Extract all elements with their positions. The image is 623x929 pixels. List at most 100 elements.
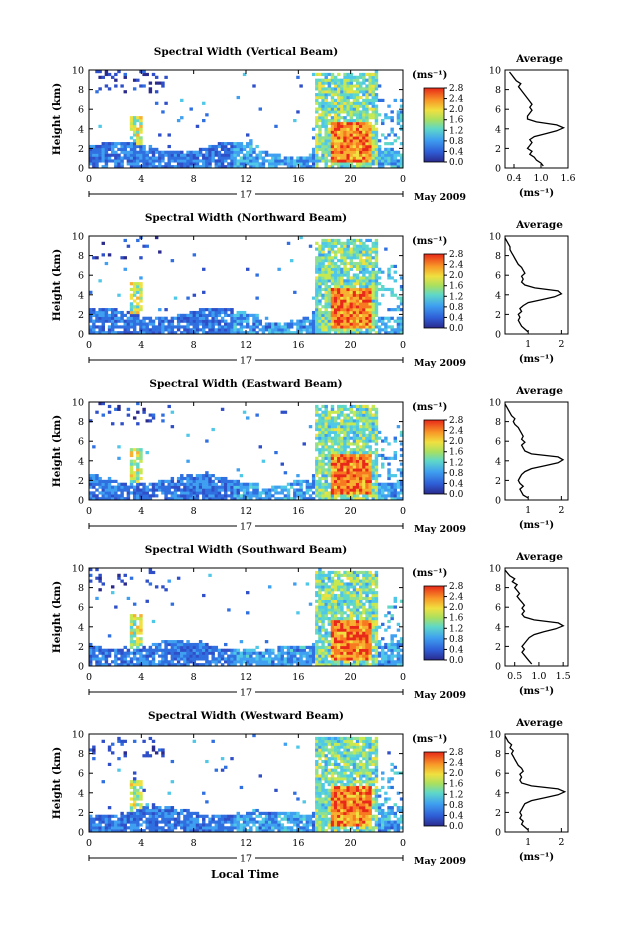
heatmap-cell bbox=[330, 485, 335, 489]
heatmap-cell bbox=[324, 660, 328, 664]
heatmap-cell bbox=[374, 654, 379, 658]
heatmap-cell bbox=[167, 660, 171, 664]
heatmap-cell bbox=[352, 651, 357, 655]
colorbar-tick-label: 0.4 bbox=[449, 479, 464, 489]
heatmap-cell bbox=[340, 497, 344, 501]
heatmap-cell bbox=[384, 331, 388, 335]
x-tick-label: 0 bbox=[400, 174, 406, 185]
heatmap-cell bbox=[167, 640, 171, 644]
heatmap-cell bbox=[368, 316, 372, 320]
heatmap-cell bbox=[355, 591, 360, 595]
heatmap-cell bbox=[224, 660, 228, 664]
heatmap-cell bbox=[129, 153, 134, 157]
heatmap-cell bbox=[330, 270, 335, 274]
heatmap-cell bbox=[365, 617, 369, 621]
heatmap-cell bbox=[220, 494, 225, 498]
heatmap-cell bbox=[355, 299, 360, 303]
heatmap-cell bbox=[315, 87, 319, 91]
heatmap-cell bbox=[333, 439, 338, 443]
heatmap-cell bbox=[120, 488, 124, 492]
heatmap-cell bbox=[374, 244, 379, 248]
heatmap-cell bbox=[349, 448, 354, 452]
heatmap-cell bbox=[158, 153, 162, 157]
heatmap-cell bbox=[129, 651, 134, 655]
heatmap-cell bbox=[136, 127, 140, 131]
heatmap-cell bbox=[154, 494, 159, 498]
heatmap-cell bbox=[340, 87, 344, 91]
heatmap-cell bbox=[299, 657, 303, 661]
heatmap-cell bbox=[396, 494, 401, 498]
profile-x-tick-label: 1 bbox=[525, 505, 531, 516]
heatmap-cell bbox=[346, 591, 350, 595]
heatmap-cell bbox=[89, 328, 93, 332]
heatmap-cell bbox=[371, 465, 376, 469]
heatmap-cell bbox=[214, 165, 219, 169]
heatmap-cell bbox=[330, 322, 335, 326]
heatmap-cell bbox=[349, 430, 354, 434]
heatmap-cell bbox=[208, 645, 212, 649]
heatmap-cell bbox=[374, 293, 379, 297]
heatmap-cell bbox=[123, 256, 127, 260]
heatmap-cell bbox=[362, 491, 366, 495]
heatmap-cell bbox=[340, 244, 344, 248]
heatmap-cell bbox=[167, 497, 171, 501]
heatmap-cell bbox=[368, 582, 372, 586]
heatmap-cell bbox=[346, 153, 350, 157]
heatmap-cell bbox=[183, 476, 187, 481]
heatmap-cell bbox=[242, 162, 247, 166]
heatmap-cell bbox=[89, 159, 93, 163]
heatmap-cell bbox=[327, 608, 332, 612]
heatmap-cell bbox=[387, 276, 391, 280]
panel-title: Spectral Width (Eastward Beam) bbox=[149, 378, 342, 390]
heatmap-cell bbox=[224, 142, 228, 146]
heatmap-cell bbox=[330, 136, 335, 140]
heatmap-cell bbox=[92, 331, 96, 335]
heatmap-cell bbox=[377, 98, 382, 102]
y-tick-label: 4 bbox=[78, 124, 84, 135]
heatmap-cell bbox=[340, 247, 344, 251]
heatmap-cell bbox=[173, 497, 178, 501]
heatmap-cell bbox=[365, 491, 369, 495]
heatmap-cell bbox=[368, 253, 372, 257]
heatmap-cell bbox=[98, 316, 102, 320]
heatmap-cell bbox=[333, 119, 338, 123]
heatmap-cell bbox=[233, 485, 237, 489]
heatmap-cell bbox=[330, 310, 335, 315]
heatmap-cell bbox=[224, 310, 228, 315]
heatmap-cell bbox=[161, 319, 165, 323]
heatmap-cell bbox=[277, 663, 281, 667]
heatmap-cell bbox=[315, 121, 319, 126]
heatmap-cell bbox=[346, 136, 350, 140]
heatmap-cell bbox=[390, 156, 394, 160]
heatmap-cell bbox=[267, 162, 272, 166]
heatmap-cell bbox=[161, 325, 165, 329]
heatmap-cell bbox=[359, 90, 363, 94]
heatmap-cell bbox=[293, 491, 297, 495]
heatmap-cell bbox=[230, 497, 234, 501]
heatmap-cell bbox=[365, 319, 369, 323]
heatmap-cell bbox=[355, 124, 360, 128]
heatmap-cell bbox=[359, 439, 363, 443]
heatmap-cell bbox=[321, 625, 325, 629]
heatmap-cell bbox=[330, 316, 335, 320]
heatmap-cell bbox=[355, 622, 360, 626]
heatmap-cell bbox=[261, 331, 266, 335]
heatmap-cell bbox=[299, 159, 303, 163]
heatmap-cell bbox=[305, 165, 310, 169]
heatmap-cell bbox=[217, 144, 222, 149]
heatmap-cell bbox=[349, 596, 354, 600]
heatmap-cell bbox=[274, 451, 278, 455]
heatmap-cell bbox=[346, 133, 350, 137]
heatmap-cell bbox=[321, 150, 325, 154]
heatmap-cell bbox=[384, 488, 388, 492]
heatmap-cell bbox=[205, 316, 209, 320]
heatmap-cell bbox=[161, 156, 165, 160]
heatmap-cell bbox=[202, 162, 206, 166]
heatmap-cell bbox=[186, 313, 190, 317]
y-tick-label: 6 bbox=[78, 437, 84, 448]
heatmap-cell bbox=[129, 660, 134, 664]
heatmap-cell bbox=[136, 631, 140, 635]
heatmap-cell bbox=[346, 660, 350, 664]
heatmap-cell bbox=[359, 261, 363, 266]
heatmap-cell bbox=[337, 588, 341, 592]
